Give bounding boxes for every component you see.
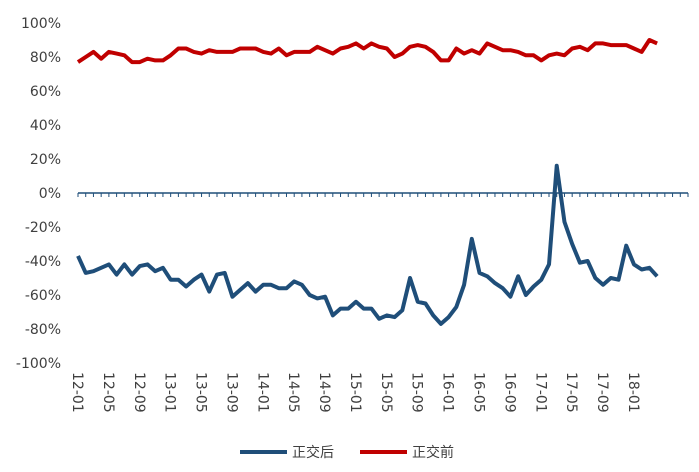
x-tick-label: 16-09 (501, 372, 517, 413)
x-tick-label: 13-01 (162, 372, 178, 413)
legend-label-0: 正交后 (292, 444, 334, 461)
x-tick-label: 14-01 (254, 372, 270, 413)
legend: 正交后 正交前 (240, 444, 454, 461)
x-tick-label: 13-09 (223, 372, 239, 413)
y-tick-label: -40% (25, 254, 61, 270)
y-tick-label: -60% (25, 288, 61, 304)
x-tick-label: 15-01 (347, 372, 363, 413)
y-tick-label: 80% (30, 50, 61, 66)
y-axis: 100% 80% 60% 40% 20% 0% -20% -40% -60% -80% -100% (16, 16, 61, 372)
x-tick-label: 15-09 (409, 372, 425, 413)
x-tick-label: 17-05 (563, 372, 579, 413)
y-tick-label: -20% (25, 220, 61, 236)
series-line-1 (76, 38, 658, 65)
x-tick-label: 15-05 (378, 372, 394, 413)
x-axis: 12-01 12-05 12-09 13-01 13-05 13-09 14-01 14-05… (69, 192, 689, 413)
y-tick-label: 0% (39, 186, 61, 202)
x-tick-label: 12-01 (69, 372, 85, 413)
series-lines (76, 38, 659, 326)
x-tick-label: 16-05 (471, 372, 487, 413)
x-tick-label: 17-09 (594, 372, 610, 413)
x-tick-label: 13-05 (193, 372, 209, 413)
x-tick-label: 12-09 (131, 372, 147, 413)
x-tick-label: 14-09 (316, 372, 332, 413)
x-tick-label: 14-05 (285, 372, 301, 413)
x-tick-label: 17-01 (532, 372, 548, 413)
y-tick-label: 60% (30, 84, 61, 100)
y-tick-label: 100% (21, 16, 61, 32)
series-line-0 (76, 163, 659, 326)
legend-label-1: 正交前 (412, 444, 454, 461)
y-tick-label: 40% (30, 118, 61, 134)
x-tick-label: 16-01 (440, 372, 456, 413)
y-tick-label: 20% (30, 152, 61, 168)
y-tick-label: -80% (25, 322, 61, 338)
x-tick-label: 12-05 (100, 372, 116, 413)
x-tick-label: 18-01 (625, 372, 641, 413)
y-tick-label: -100% (16, 356, 61, 372)
